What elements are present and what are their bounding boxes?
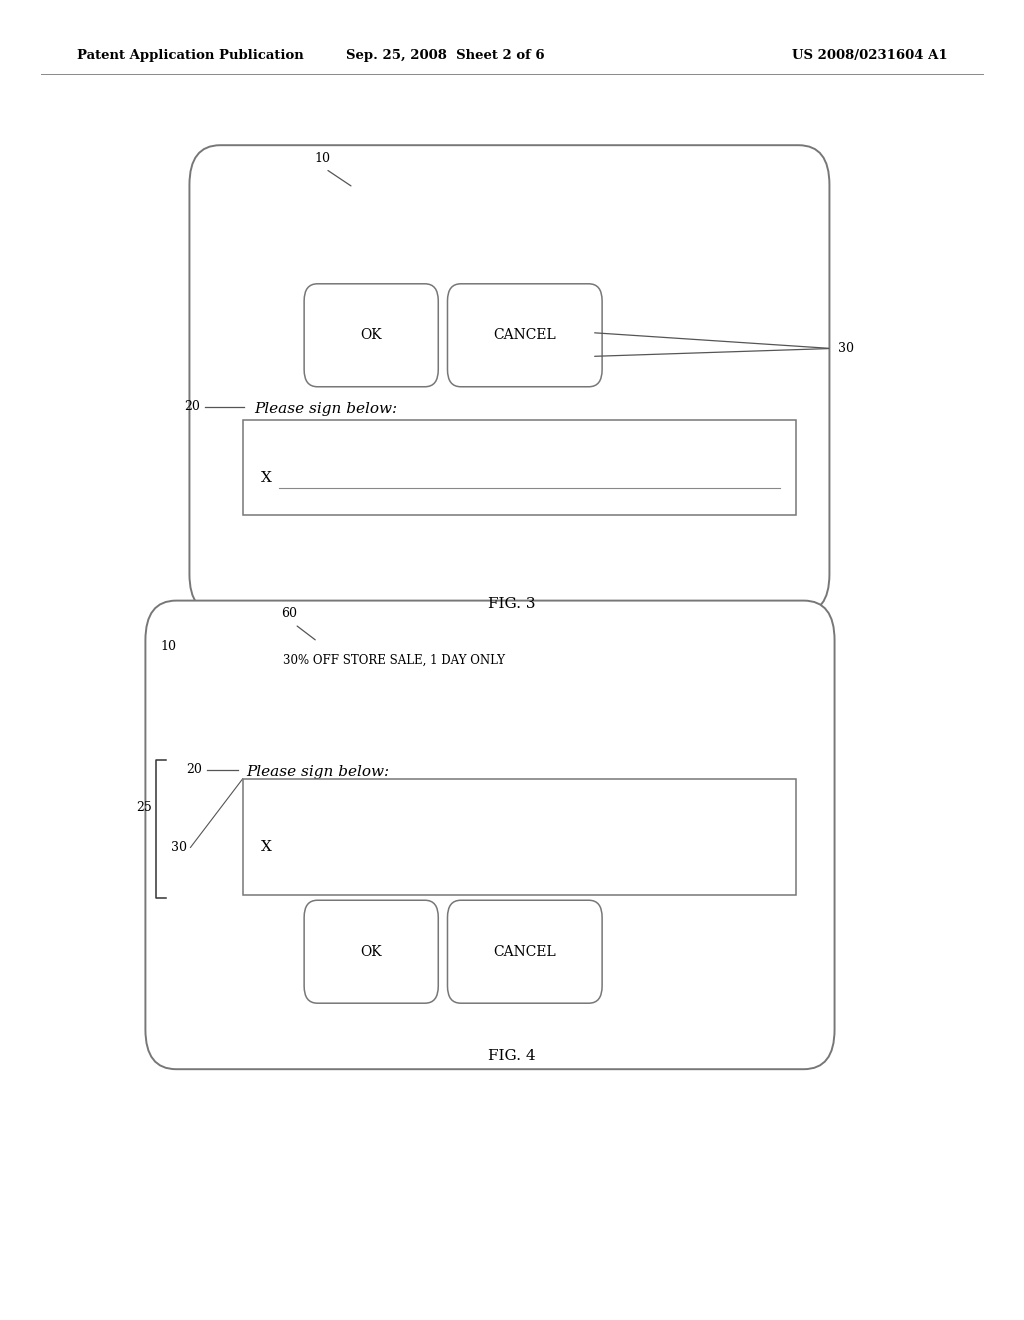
Text: 25: 25 [136,801,152,814]
Text: Please sign below:: Please sign below: [246,766,389,779]
Text: Please sign below:: Please sign below: [254,403,397,416]
FancyBboxPatch shape [145,601,835,1069]
Bar [243,420,796,515]
FancyBboxPatch shape [447,284,602,387]
Text: 60: 60 [281,607,297,620]
Text: 20: 20 [185,763,202,776]
FancyBboxPatch shape [304,900,438,1003]
Text: 10: 10 [160,640,176,653]
Text: CANCEL: CANCEL [494,329,556,342]
Text: X: X [261,841,272,854]
Text: US 2008/0231604 A1: US 2008/0231604 A1 [792,49,947,62]
Text: OK: OK [360,945,382,958]
Text: OK: OK [360,329,382,342]
Text: FIG. 4: FIG. 4 [488,1049,536,1064]
Text: 30: 30 [171,841,187,854]
Text: CANCEL: CANCEL [494,945,556,958]
Text: FIG. 3: FIG. 3 [488,597,536,611]
FancyBboxPatch shape [189,145,829,614]
Text: Sep. 25, 2008  Sheet 2 of 6: Sep. 25, 2008 Sheet 2 of 6 [346,49,545,62]
Text: 30% OFF STORE SALE, 1 DAY ONLY: 30% OFF STORE SALE, 1 DAY ONLY [284,653,505,667]
Text: Patent Application Publication: Patent Application Publication [77,49,303,62]
FancyBboxPatch shape [304,284,438,387]
Text: 10: 10 [314,152,331,165]
FancyBboxPatch shape [447,900,602,1003]
Bar [243,779,796,895]
Text: X: X [261,471,272,484]
Text: 30: 30 [838,342,854,355]
Text: 20: 20 [183,400,200,413]
